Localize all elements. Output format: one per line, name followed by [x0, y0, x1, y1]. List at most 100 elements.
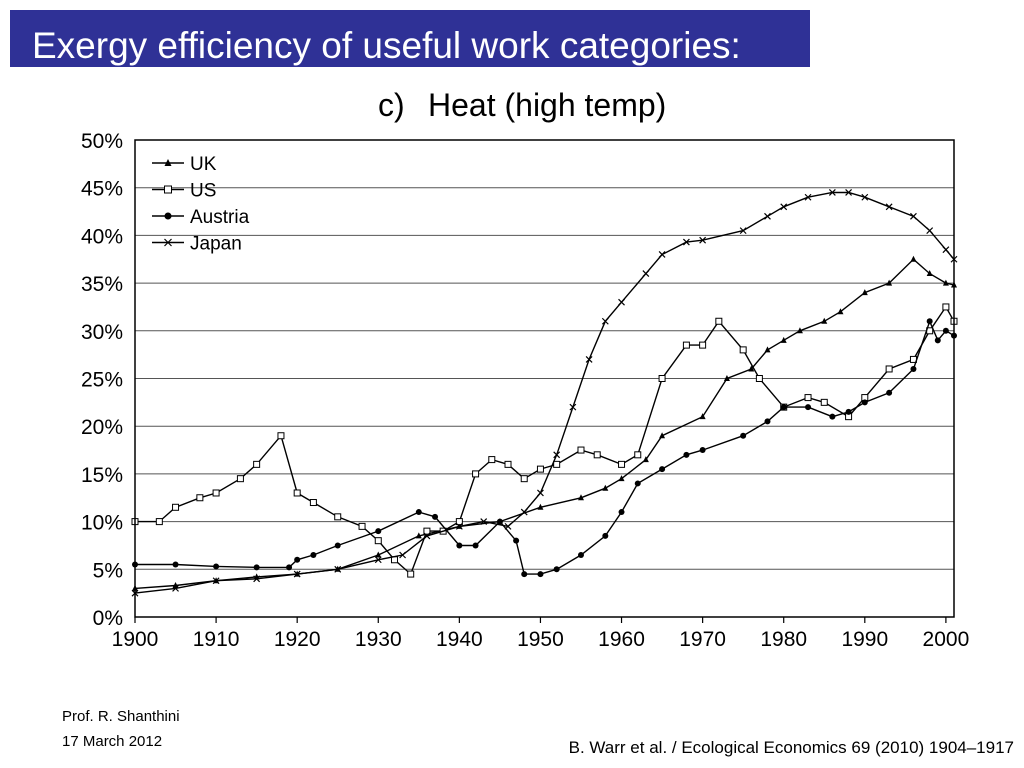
legend-label-japan: Japan — [190, 234, 242, 255]
data-point-us — [634, 451, 642, 459]
chart-title-group: c) Heat (high temp) — [378, 87, 666, 123]
data-point-us — [334, 513, 342, 521]
legend-marker-austria — [164, 212, 172, 220]
data-point-austria — [513, 537, 520, 544]
legend-label-austria: Austria — [190, 207, 250, 228]
data-point-japan — [764, 212, 771, 220]
y-axis: 0% 5% 10% 15% 20% 25% 30% 35% 40% 45% 50% — [81, 130, 123, 630]
data-point-japan — [601, 317, 609, 325]
data-point-japan — [642, 270, 650, 277]
x-tick-label: 1900 — [112, 628, 159, 651]
y-tick-label: 25% — [81, 369, 123, 392]
data-point-us — [942, 303, 950, 311]
y-tick-label: 15% — [81, 464, 123, 487]
data-point-austria — [334, 542, 341, 549]
data-point-japan — [926, 227, 934, 235]
data-point-austria — [553, 566, 560, 573]
data-point-austria — [172, 561, 179, 568]
series-layer — [131, 189, 958, 597]
data-point-us — [715, 317, 723, 325]
data-point-us — [577, 446, 585, 454]
data-point-us — [820, 398, 828, 406]
data-point-uk — [926, 270, 933, 277]
data-point-uk — [375, 551, 382, 558]
data-point-austria — [415, 509, 422, 516]
data-point-austria — [764, 418, 771, 425]
data-point-uk — [910, 255, 917, 262]
data-point-us — [618, 460, 626, 468]
y-tick-label: 30% — [81, 321, 123, 344]
data-point-japan — [423, 532, 431, 540]
data-point-austria — [521, 571, 528, 578]
data-point-austria — [375, 528, 382, 535]
data-point-uk — [659, 432, 666, 439]
y-tick-label: 45% — [81, 178, 123, 201]
data-point-japan — [537, 489, 544, 497]
data-point-austria — [926, 318, 933, 325]
series-austria — [132, 318, 957, 578]
chart-panel-label: c) — [378, 87, 405, 123]
data-point-japan — [399, 551, 407, 559]
data-point-uk — [861, 289, 868, 296]
data-point-austria — [618, 509, 625, 516]
data-point-us — [504, 460, 512, 468]
gridlines — [135, 187, 954, 570]
x-tick-label: 2000 — [923, 628, 970, 651]
data-point-austria — [456, 542, 463, 549]
data-point-us — [455, 518, 463, 526]
data-point-austria — [683, 451, 690, 458]
data-point-uk — [415, 532, 422, 539]
data-point-austria — [910, 365, 917, 372]
data-point-austria — [659, 466, 666, 473]
data-point-austria — [213, 563, 220, 570]
x-tick-label: 1930 — [355, 628, 402, 651]
data-point-us — [682, 341, 690, 349]
data-point-us — [739, 346, 747, 354]
data-point-us — [212, 489, 220, 497]
data-point-japan — [293, 570, 301, 578]
data-point-us — [488, 456, 496, 464]
data-point-japan — [828, 189, 836, 196]
legend-label-uk: UK — [190, 154, 217, 175]
data-point-us — [407, 570, 415, 578]
data-point-japan — [374, 556, 382, 564]
legend-item-uk: UK — [152, 154, 217, 175]
series-line-uk — [134, 258, 955, 590]
y-tick-label: 50% — [81, 130, 123, 153]
data-point-austria — [699, 447, 706, 454]
data-point-austria — [805, 404, 812, 411]
data-point-japan — [480, 518, 488, 526]
series-line-japan — [134, 191, 955, 594]
data-point-uk — [699, 413, 706, 420]
presentation-date: 17 March 2012 — [62, 733, 163, 750]
x-tick-label: 1970 — [679, 628, 726, 651]
legend-marker-us — [164, 185, 172, 194]
data-point-austria — [634, 480, 641, 487]
data-point-austria — [294, 556, 301, 563]
data-point-us — [804, 394, 812, 402]
legend-item-austria: Austria — [152, 207, 250, 228]
y-tick-label: 0% — [93, 607, 123, 630]
data-point-us — [236, 475, 244, 483]
data-point-japan — [682, 238, 690, 246]
y-tick-label: 40% — [81, 225, 123, 248]
data-point-us — [593, 451, 601, 459]
author-name: Prof. R. Shanthini — [62, 708, 180, 725]
data-point-uk — [602, 484, 609, 491]
data-point-us — [155, 518, 163, 526]
x-tick-label: 1980 — [760, 628, 807, 651]
data-point-uk — [642, 456, 649, 463]
data-point-japan — [739, 227, 747, 235]
data-point-austria — [432, 513, 439, 520]
y-tick-label: 20% — [81, 416, 123, 439]
data-point-japan — [861, 193, 869, 201]
series-line-austria — [135, 319, 955, 575]
data-point-us — [520, 475, 528, 483]
data-point-austria — [829, 413, 836, 420]
citation: B. Warr et al. / Ecological Economics 69… — [568, 738, 1014, 757]
data-point-japan — [885, 203, 893, 211]
data-point-us — [885, 365, 893, 373]
data-point-uk — [618, 475, 625, 482]
data-point-japan — [455, 522, 463, 530]
data-point-uk — [764, 346, 771, 353]
